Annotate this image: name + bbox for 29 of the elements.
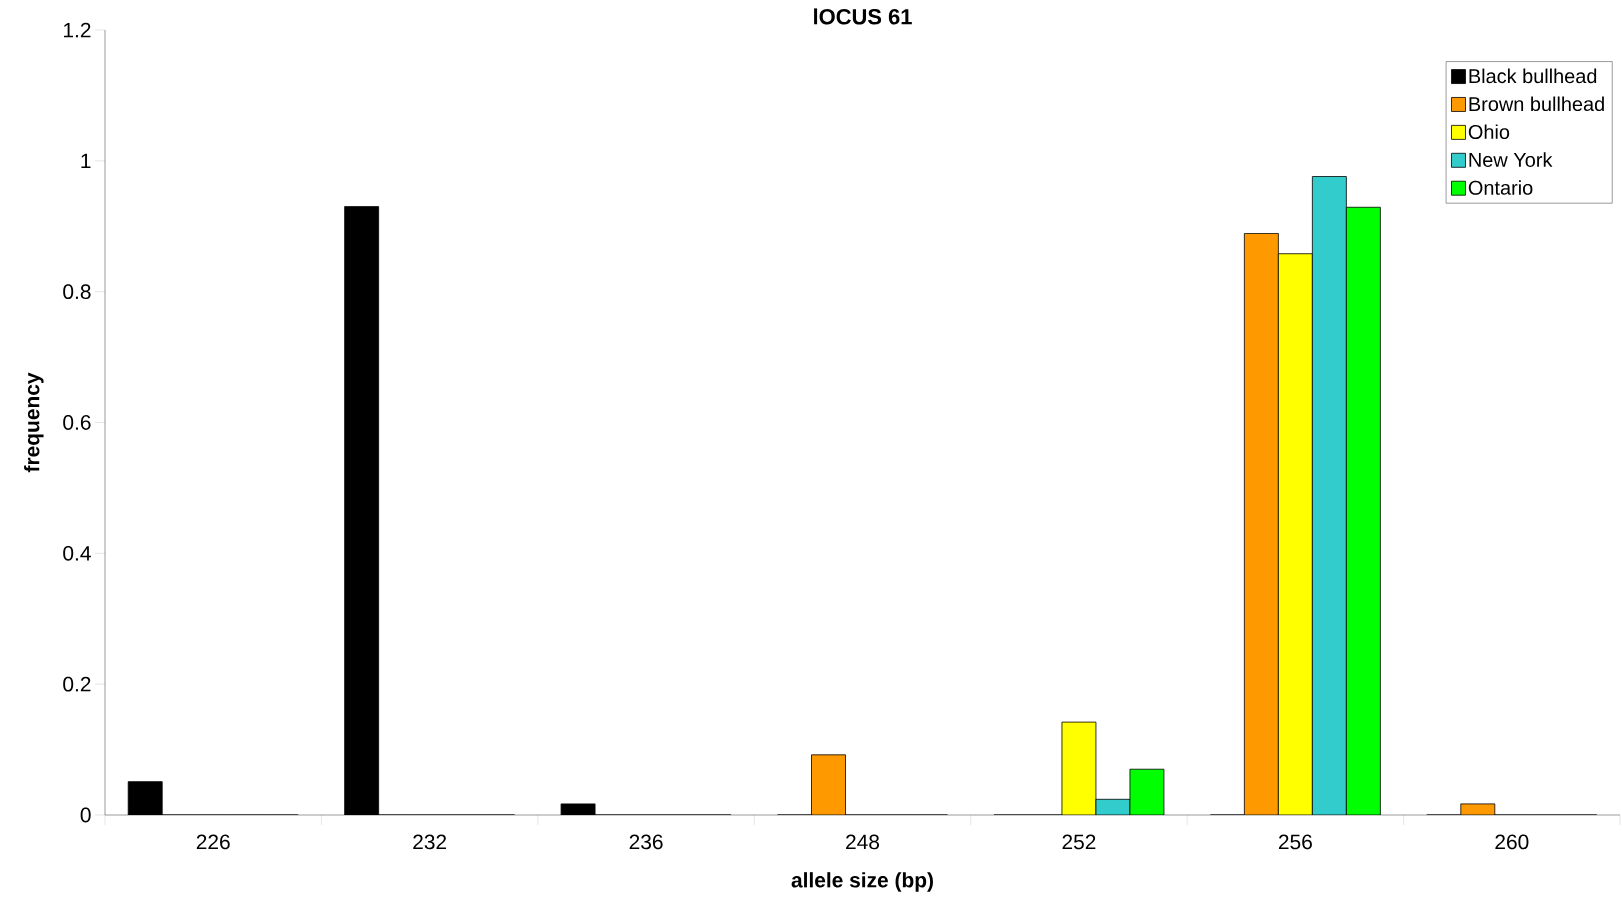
chart-title: lOCUS 61 xyxy=(814,8,912,25)
bar xyxy=(1311,176,1347,815)
x-tick-label: 260 xyxy=(1495,834,1529,850)
bar xyxy=(1345,206,1381,815)
x-tick-label: 236 xyxy=(629,834,663,850)
bar xyxy=(1129,768,1165,815)
bar xyxy=(1243,233,1279,815)
legend-label: New York xyxy=(1469,152,1553,167)
legend-label: Brown bullhead xyxy=(1469,96,1604,112)
legend-label: Ontario xyxy=(1468,180,1533,195)
x-tick-label: 256 xyxy=(1278,834,1312,850)
x-tick-label: 232 xyxy=(413,834,447,850)
y-tick-label: 1.2 xyxy=(63,22,91,38)
y-axis-title: frequency xyxy=(24,372,44,473)
legend-label: Ohio xyxy=(1468,124,1510,140)
x-tick-label: 248 xyxy=(846,834,880,850)
y-tick-label: 1 xyxy=(81,153,91,169)
bar xyxy=(1277,253,1313,815)
y-tick-label: 0.4 xyxy=(63,545,91,561)
y-tick-label: 0.8 xyxy=(63,284,91,300)
x-tick-label: 252 xyxy=(1062,834,1096,850)
y-tick-label: 0.2 xyxy=(63,676,91,692)
bar xyxy=(1061,721,1097,815)
x-axis-title: allele size (bp) xyxy=(791,872,933,892)
y-tick-label: 0.6 xyxy=(63,415,91,430)
bar xyxy=(811,754,846,815)
x-tick-label: 226 xyxy=(196,834,230,850)
legend-label: Black bullhead xyxy=(1469,68,1597,84)
y-tick-label: 0 xyxy=(80,807,91,823)
